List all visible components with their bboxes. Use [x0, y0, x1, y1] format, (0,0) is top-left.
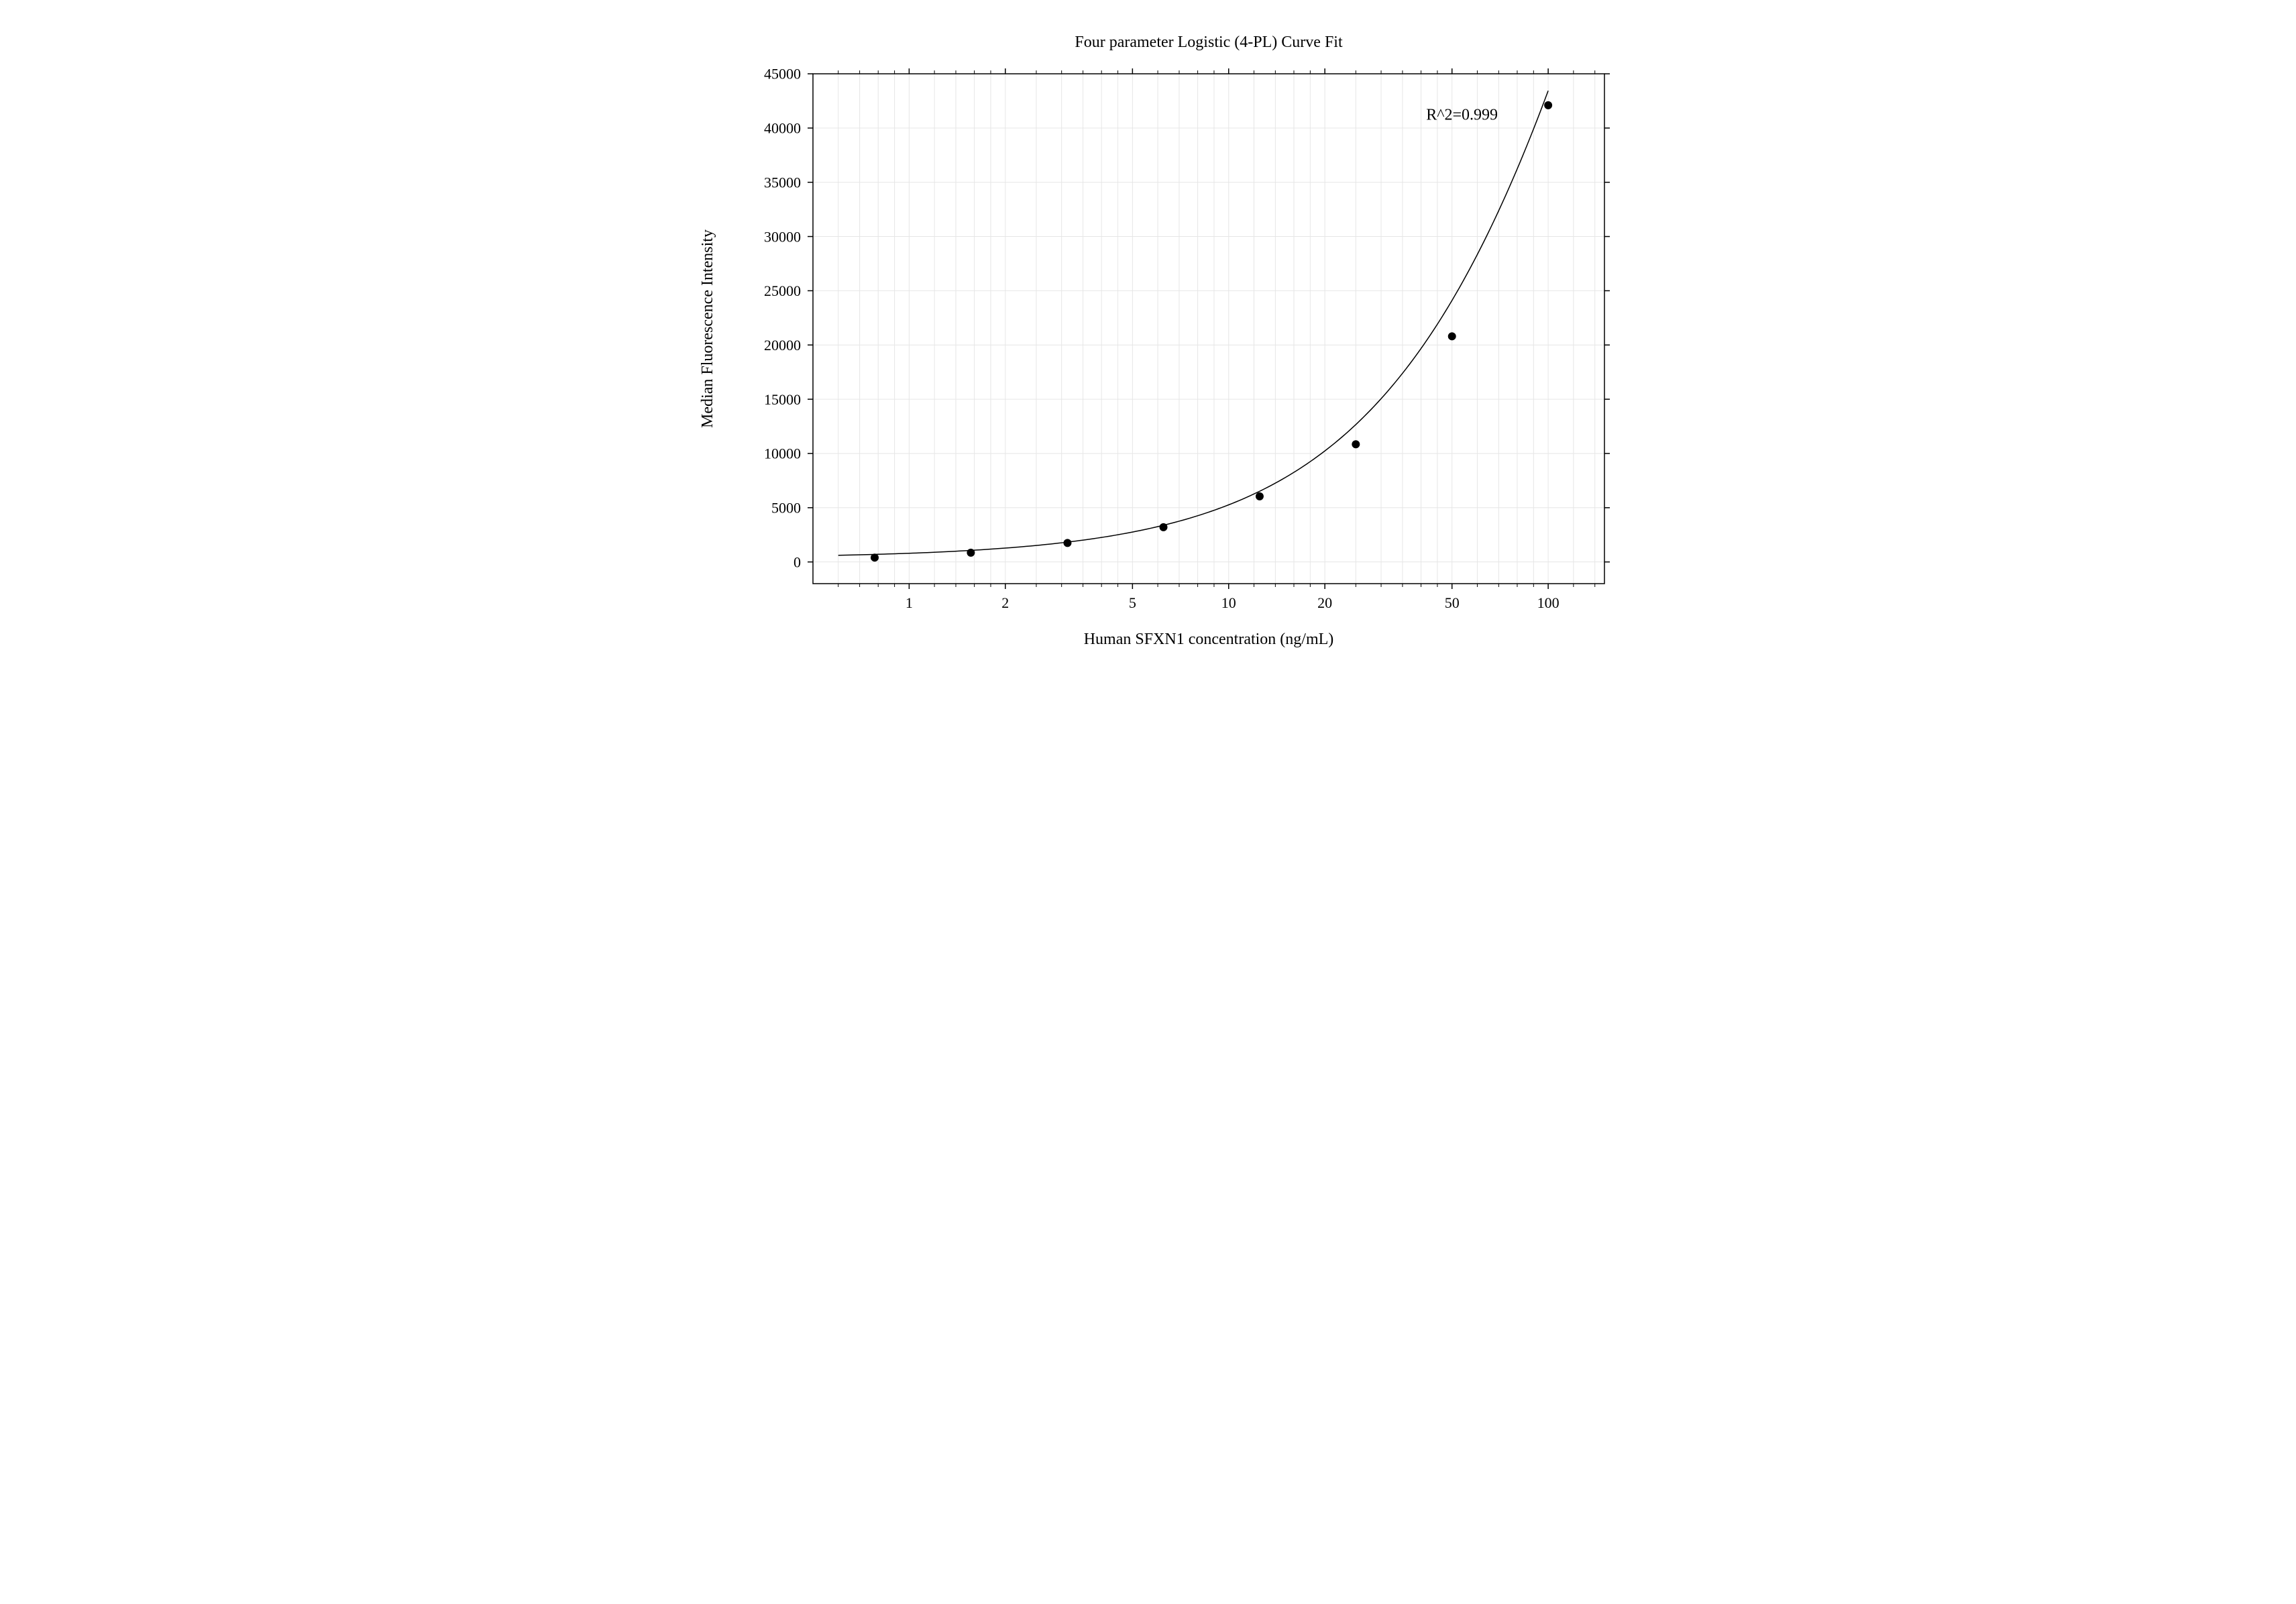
y-tick-label: 35000 — [764, 174, 801, 191]
y-axis-label: Median Fluorescence Intensity — [699, 229, 716, 428]
y-tick-label: 30000 — [764, 228, 801, 245]
x-tick-label: 5 — [1128, 594, 1136, 611]
data-point — [1544, 101, 1552, 109]
data-point — [1159, 523, 1167, 531]
chart-svg: 1 2 5 10 20 50 100 0 5000 10000 15000 20000 25000 300… — [639, 13, 1658, 725]
x-tick-label: 100 — [1537, 594, 1559, 611]
x-tick-label: 20 — [1317, 594, 1332, 611]
y-tick-label: 0 — [794, 553, 801, 570]
r-squared-annotation: R^2=0.999 — [1426, 106, 1498, 123]
y-tick-label: 20000 — [764, 337, 801, 354]
chart-title: Four parameter Logistic (4-PL) Curve Fit — [1075, 34, 1343, 51]
y-tick-label: 15000 — [764, 391, 801, 408]
data-point — [1255, 492, 1263, 500]
data-point — [967, 549, 975, 557]
chart-container: 1 2 5 10 20 50 100 0 5000 10000 15000 20000 25000 300… — [639, 13, 1658, 725]
y-tick-label: 5000 — [771, 500, 801, 517]
x-tick-label: 2 — [1001, 594, 1009, 611]
x-axis-label: Human SFXN1 concentration (ng/mL) — [1083, 631, 1333, 648]
y-tick-label: 45000 — [764, 66, 801, 83]
data-point — [1352, 440, 1360, 448]
data-point — [1447, 332, 1456, 340]
y-tick-label: 10000 — [764, 445, 801, 462]
data-point — [870, 553, 878, 562]
y-tick-label: 40000 — [764, 120, 801, 137]
data-point — [1063, 539, 1071, 547]
y-tick-label: 25000 — [764, 282, 801, 299]
x-tick-label: 50 — [1444, 594, 1459, 611]
x-tick-label: 1 — [905, 594, 912, 611]
x-tick-label: 10 — [1221, 594, 1236, 611]
